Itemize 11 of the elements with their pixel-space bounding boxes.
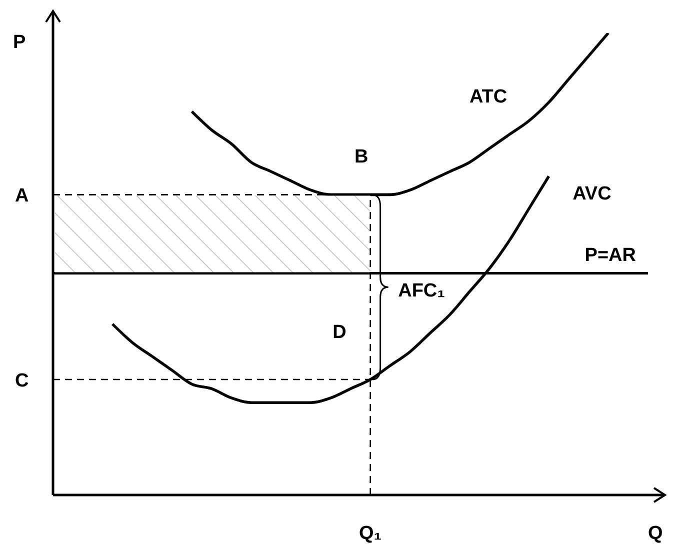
text: Q₁ xyxy=(359,522,382,544)
ref-line-label: P=AR xyxy=(584,245,636,266)
series-label: C xyxy=(15,370,29,392)
annotation: AFC₁ xyxy=(398,280,446,302)
series-label: A xyxy=(15,186,29,207)
series-label: AVC xyxy=(572,183,612,204)
annotation: B xyxy=(354,146,368,168)
annotation: D xyxy=(332,322,346,343)
x-axis-title: Q xyxy=(648,523,663,544)
series-label: ATC xyxy=(470,86,508,108)
y-axis-title: P xyxy=(13,32,26,53)
